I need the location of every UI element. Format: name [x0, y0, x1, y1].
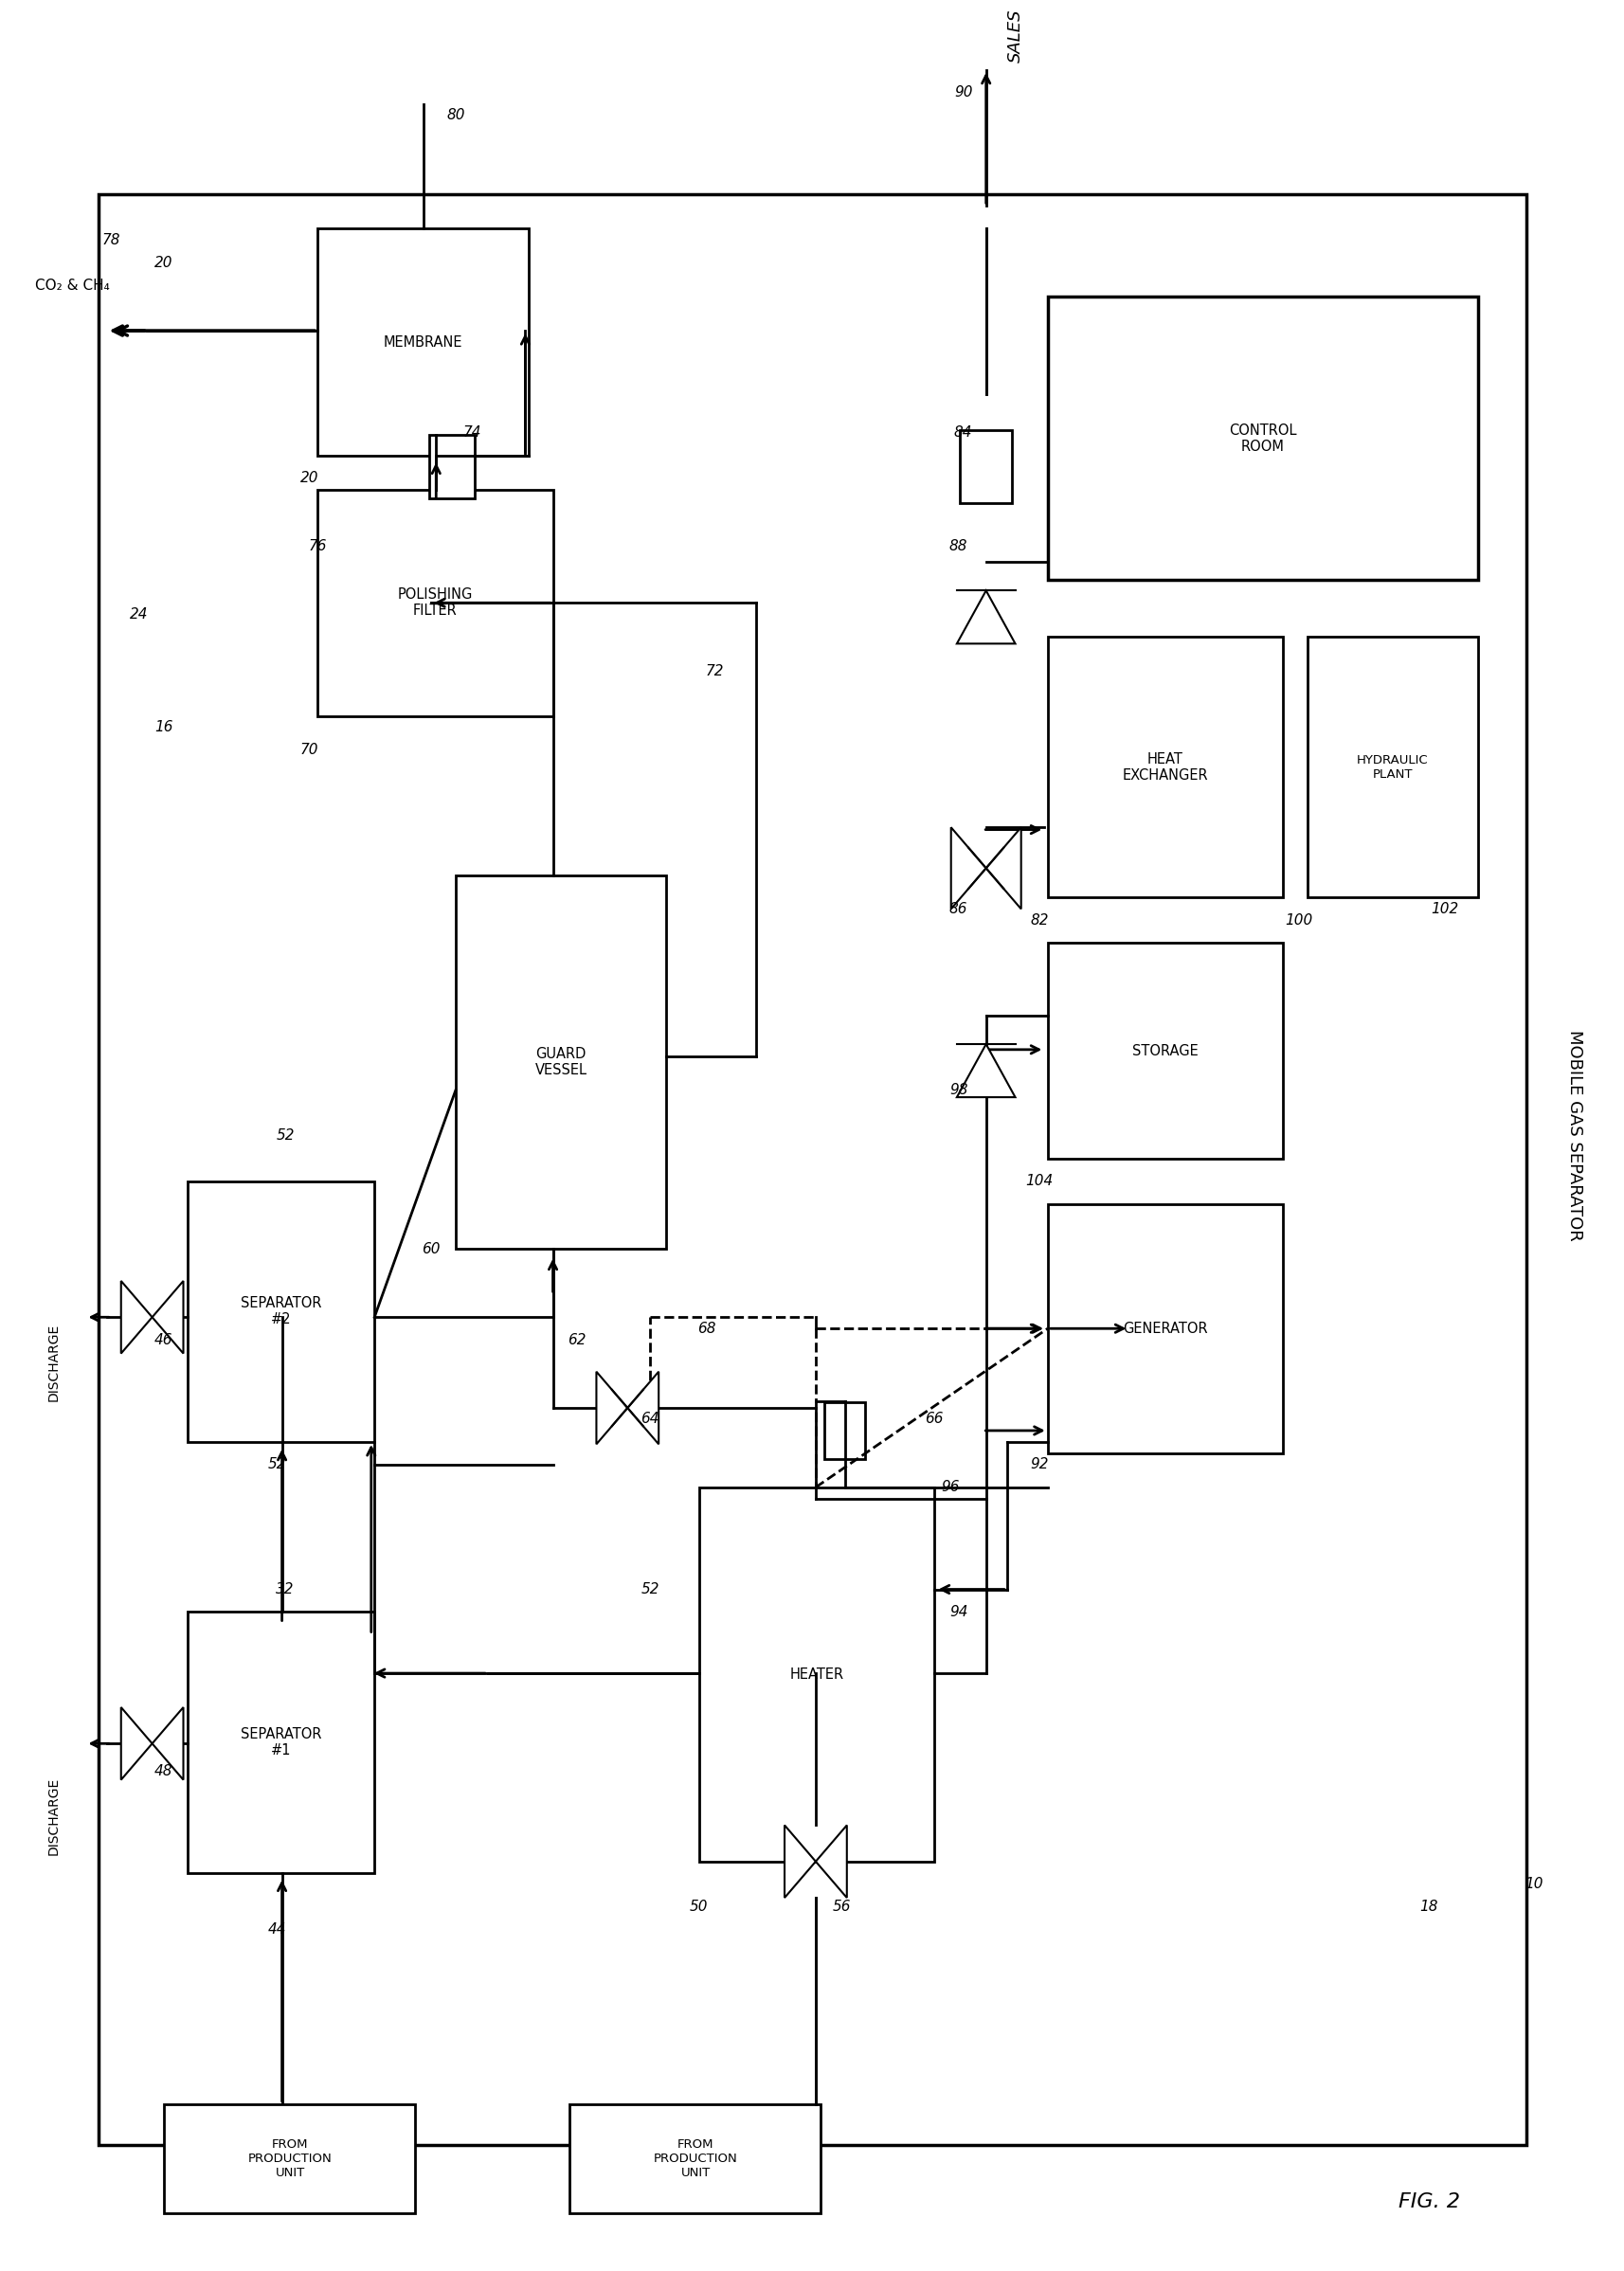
Text: 60: 60 [422, 1242, 440, 1256]
Text: 64: 64 [640, 1413, 659, 1426]
FancyBboxPatch shape [698, 1488, 934, 1862]
Text: 76: 76 [309, 538, 326, 554]
Text: 90: 90 [953, 86, 973, 100]
Text: 66: 66 [924, 1413, 944, 1426]
Text: 16: 16 [154, 720, 172, 734]
FancyBboxPatch shape [1047, 942, 1283, 1158]
Text: 24: 24 [130, 606, 148, 622]
Text: 94: 94 [948, 1606, 968, 1619]
Text: STORAGE: STORAGE [1132, 1045, 1197, 1058]
Polygon shape [815, 1826, 846, 1899]
Polygon shape [957, 1045, 1015, 1097]
Text: MEMBRANE: MEMBRANE [383, 334, 463, 350]
Text: SEPARATOR
#2: SEPARATOR #2 [240, 1297, 322, 1326]
FancyBboxPatch shape [317, 229, 528, 456]
FancyBboxPatch shape [188, 1181, 374, 1442]
Text: 50: 50 [689, 1901, 708, 1914]
Text: DISCHARGE: DISCHARGE [47, 1778, 60, 1855]
Text: CONTROL
ROOM: CONTROL ROOM [1228, 422, 1296, 454]
Bar [188, 252, 755, 749]
FancyBboxPatch shape [188, 1612, 374, 1874]
FancyBboxPatch shape [455, 874, 666, 1249]
Text: FIG. 2: FIG. 2 [1397, 2192, 1458, 2212]
FancyBboxPatch shape [99, 195, 1525, 2144]
Text: 100: 100 [1285, 913, 1312, 927]
Text: MOBILE GAS SEPARATOR: MOBILE GAS SEPARATOR [1566, 1031, 1582, 1242]
Text: 88: 88 [948, 538, 968, 554]
Text: 102: 102 [1431, 902, 1458, 915]
Polygon shape [957, 590, 1015, 643]
Text: 84: 84 [953, 425, 973, 441]
FancyBboxPatch shape [960, 431, 1012, 504]
Bar [1007, 275, 1492, 1385]
Text: 68: 68 [697, 1322, 716, 1335]
FancyBboxPatch shape [1047, 636, 1283, 897]
Text: 56: 56 [831, 1901, 851, 1914]
Text: 32: 32 [276, 1583, 294, 1597]
Text: 52: 52 [640, 1583, 659, 1597]
Text: 10: 10 [1525, 1878, 1543, 1892]
Polygon shape [986, 827, 1020, 908]
Text: HEAT
EXCHANGER: HEAT EXCHANGER [1122, 752, 1208, 783]
Text: SEPARATOR
#1: SEPARATOR #1 [240, 1726, 322, 1758]
Text: 78: 78 [102, 234, 120, 248]
Text: 98: 98 [948, 1083, 968, 1097]
Text: FROM
PRODUCTION
UNIT: FROM PRODUCTION UNIT [653, 2139, 737, 2178]
FancyBboxPatch shape [823, 1401, 864, 1458]
Text: 18: 18 [1419, 1901, 1437, 1914]
Text: POLISHING
FILTER: POLISHING FILTER [398, 588, 473, 618]
Polygon shape [153, 1708, 184, 1780]
Text: 104: 104 [1025, 1174, 1052, 1188]
Text: 52: 52 [268, 1458, 286, 1472]
Text: DISCHARGE: DISCHARGE [47, 1324, 60, 1401]
Polygon shape [596, 1372, 627, 1444]
FancyBboxPatch shape [1047, 1204, 1283, 1453]
Text: 44: 44 [268, 1924, 286, 1937]
Text: 96: 96 [940, 1481, 960, 1494]
Text: CO₂ & CH₄: CO₂ & CH₄ [36, 279, 110, 293]
Bar [148, 252, 942, 2112]
Text: 80: 80 [447, 109, 464, 123]
Text: 82: 82 [1030, 913, 1047, 927]
FancyBboxPatch shape [1307, 636, 1476, 897]
Text: 52: 52 [276, 1129, 294, 1142]
Bar [844, 252, 1039, 749]
Text: HYDRAULIC
PLANT: HYDRAULIC PLANT [1356, 754, 1427, 781]
FancyBboxPatch shape [164, 2105, 414, 2212]
Text: 20: 20 [300, 470, 318, 486]
FancyBboxPatch shape [429, 436, 474, 500]
Text: GENERATOR: GENERATOR [1122, 1322, 1207, 1335]
Text: GUARD
VESSEL: GUARD VESSEL [534, 1047, 586, 1076]
FancyBboxPatch shape [568, 2105, 820, 2212]
Text: 46: 46 [154, 1333, 172, 1347]
Polygon shape [784, 1826, 815, 1899]
Polygon shape [950, 827, 986, 908]
Text: 62: 62 [568, 1333, 586, 1347]
Text: 70: 70 [300, 743, 318, 756]
Polygon shape [120, 1281, 153, 1354]
Text: 74: 74 [463, 425, 481, 441]
Polygon shape [120, 1708, 153, 1780]
Text: 86: 86 [948, 902, 968, 915]
Text: SALES: SALES [1007, 9, 1023, 64]
Text: 92: 92 [1030, 1458, 1047, 1472]
Text: 20: 20 [154, 257, 172, 270]
FancyBboxPatch shape [317, 491, 552, 715]
Text: FROM
PRODUCTION
UNIT: FROM PRODUCTION UNIT [248, 2139, 331, 2178]
FancyBboxPatch shape [1047, 298, 1476, 579]
Text: 72: 72 [705, 663, 724, 679]
Polygon shape [153, 1281, 184, 1354]
Text: HEATER: HEATER [789, 1667, 843, 1681]
Text: 48: 48 [154, 1765, 172, 1778]
Polygon shape [627, 1372, 658, 1444]
